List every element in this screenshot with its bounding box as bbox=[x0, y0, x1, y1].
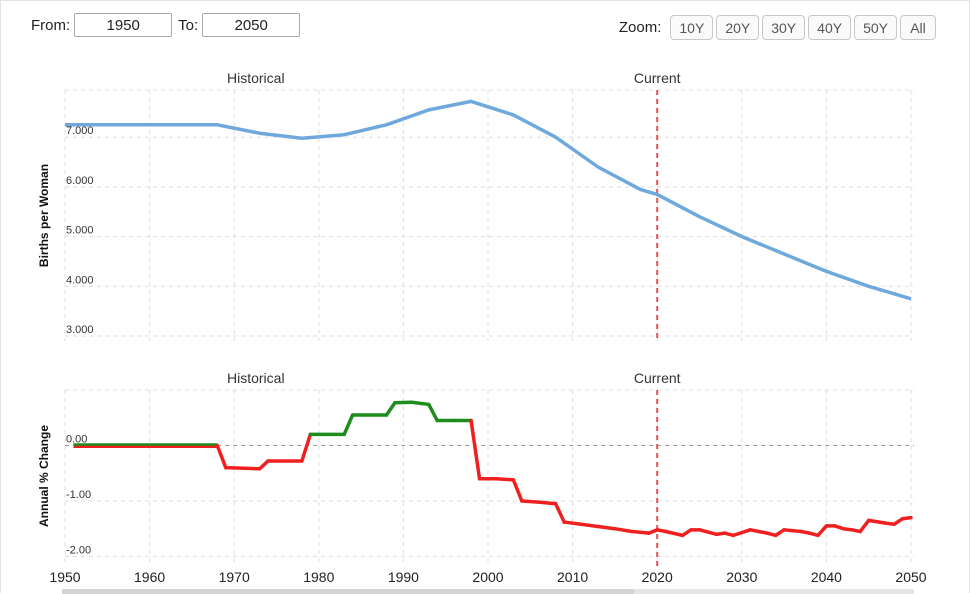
y-tick-label: 4.000 bbox=[66, 274, 94, 286]
x-tick-label: 1970 bbox=[219, 569, 250, 585]
x-tick-label: 1950 bbox=[49, 569, 80, 585]
decrease-segment bbox=[900, 515, 913, 521]
y-tick-label: -1.00 bbox=[66, 489, 91, 501]
from-label: From: bbox=[31, 16, 71, 34]
current-label: Current bbox=[634, 370, 681, 386]
decrease-segment bbox=[630, 529, 651, 535]
decrease-segment bbox=[469, 418, 482, 481]
decrease-segment bbox=[223, 465, 262, 471]
timeline-scroll-thumb[interactable] bbox=[62, 589, 634, 594]
x-tick-label: 1980 bbox=[303, 569, 334, 585]
to-year-input[interactable] bbox=[202, 13, 301, 37]
y-axis-label: Annual % Change bbox=[37, 425, 51, 527]
decrease-segment bbox=[816, 524, 829, 538]
x-tick-label: 1990 bbox=[388, 569, 419, 585]
zoom-all-button[interactable]: All bbox=[900, 15, 936, 40]
x-tick-label: 2030 bbox=[726, 569, 757, 585]
decrease-segment bbox=[215, 443, 228, 470]
historical-label: Historical bbox=[227, 370, 285, 386]
fertility-rate-line bbox=[65, 99, 912, 301]
decrease-segment bbox=[300, 432, 313, 463]
date-range-controls: From: To: bbox=[31, 13, 301, 37]
decrease-segment bbox=[782, 528, 803, 534]
decrease-segment bbox=[562, 520, 583, 527]
y-tick-label: 7.000 bbox=[66, 125, 94, 137]
zoom-40y-button[interactable]: 40Y bbox=[808, 15, 852, 40]
increase-segment bbox=[384, 401, 397, 417]
historical-label: Historical bbox=[227, 70, 285, 86]
decrease-segment bbox=[511, 478, 524, 503]
zoom-50y-button[interactable]: 50Y bbox=[854, 15, 897, 40]
current-label: Current bbox=[634, 70, 681, 86]
decrease-segment bbox=[731, 528, 753, 538]
x-tick-label: 1960 bbox=[134, 569, 165, 585]
x-tick-label: 2040 bbox=[811, 569, 842, 585]
zoom-label: Zoom: bbox=[618, 19, 662, 36]
y-tick-label: 3.000 bbox=[66, 324, 94, 336]
zoom-controls: Zoom: 10Y 20Y 30Y 40Y 50Y All bbox=[619, 15, 936, 40]
y-tick-label: 6.000 bbox=[66, 175, 94, 187]
x-tick-label: 2010 bbox=[557, 569, 588, 585]
zoom-10y-button[interactable]: 10Y bbox=[670, 15, 714, 40]
increase-segment bbox=[427, 402, 439, 423]
increase-segment bbox=[342, 413, 355, 437]
annual-change-line bbox=[73, 400, 913, 538]
decrease-segment bbox=[553, 501, 566, 524]
y-tick-label: -2.00 bbox=[66, 544, 91, 556]
decrease-segment bbox=[494, 477, 516, 482]
x-tick-label: 2050 bbox=[895, 569, 926, 585]
zoom-30y-button[interactable]: 30Y bbox=[762, 15, 806, 40]
increase-segment bbox=[410, 400, 431, 407]
to-label: To: bbox=[178, 16, 199, 34]
decrease-segment bbox=[858, 518, 871, 534]
decrease-segment bbox=[520, 499, 541, 504]
y-tick-label: 5.000 bbox=[66, 225, 94, 237]
annual-change-data-points bbox=[73, 402, 911, 535]
increase-segment bbox=[393, 400, 414, 405]
decrease-segment bbox=[257, 459, 270, 471]
decrease-segment bbox=[579, 522, 600, 529]
timeline-scrollbar[interactable] bbox=[62, 589, 914, 594]
x-tick-label: 2000 bbox=[472, 569, 503, 585]
from-year-input[interactable] bbox=[74, 13, 173, 37]
y-tick-label: 0.00 bbox=[66, 433, 87, 445]
decrease-segment bbox=[663, 529, 685, 538]
decrease-segment bbox=[697, 528, 719, 537]
decrease-segment bbox=[613, 526, 634, 534]
decrease-segment bbox=[537, 500, 558, 506]
decrease-segment bbox=[596, 524, 617, 531]
y-axis-label: Births per Woman bbox=[37, 164, 51, 267]
decrease-segment bbox=[866, 518, 888, 525]
zoom-20y-button[interactable]: 20Y bbox=[716, 15, 760, 40]
x-tick-label: 2020 bbox=[642, 569, 673, 585]
